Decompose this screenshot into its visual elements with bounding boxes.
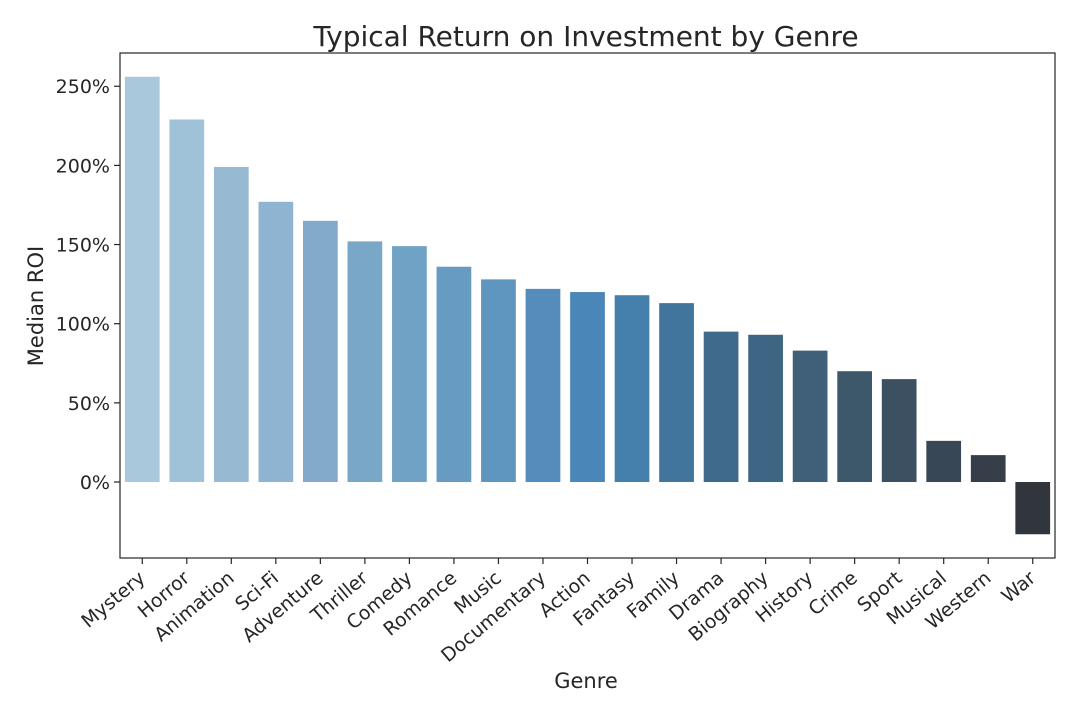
bar-romance <box>436 266 472 483</box>
x-axis: MysteryHorrorAnimationSci-FiAdventureThr… <box>77 558 1040 667</box>
x-axis-label: Genre <box>554 669 618 693</box>
bar-fantasy <box>614 295 650 483</box>
y-tick-label: 0% <box>80 472 110 494</box>
bar-history <box>792 350 828 483</box>
y-tick-label: 50% <box>68 393 110 415</box>
y-tick-label: 250% <box>56 76 110 98</box>
y-axis-label: Median ROI <box>24 246 48 366</box>
bar-documentary <box>525 288 561 483</box>
bar-crime <box>837 371 873 483</box>
bar-musical <box>926 440 962 483</box>
bar-music <box>481 279 516 483</box>
bars <box>124 76 1051 535</box>
bar-drama <box>703 331 739 483</box>
bar-mystery <box>124 76 160 483</box>
y-axis: 0% 50% 100% 150% 200% 250% <box>56 76 120 494</box>
bar-adventure <box>302 220 338 483</box>
y-tick-label: 200% <box>56 155 110 177</box>
bar-sci-fi <box>258 201 294 483</box>
bar-animation <box>213 166 249 483</box>
bar-comedy <box>392 246 427 483</box>
bar-thriller <box>347 241 383 483</box>
bar-action <box>570 292 605 483</box>
x-tick-label: Mystery <box>77 567 149 633</box>
x-tick-label: War <box>997 567 1040 608</box>
bar-western <box>970 455 1006 483</box>
bar-war <box>1015 482 1051 535</box>
y-tick-label: 150% <box>56 235 110 257</box>
y-tick-label: 100% <box>56 314 110 336</box>
bar-sport <box>881 379 917 483</box>
x-tick-label: Crime <box>804 567 861 620</box>
chart-title: Typical Return on Investment by Genre <box>312 20 858 53</box>
bar-family <box>659 303 694 483</box>
bar-biography <box>748 334 783 483</box>
bar-horror <box>169 119 205 483</box>
